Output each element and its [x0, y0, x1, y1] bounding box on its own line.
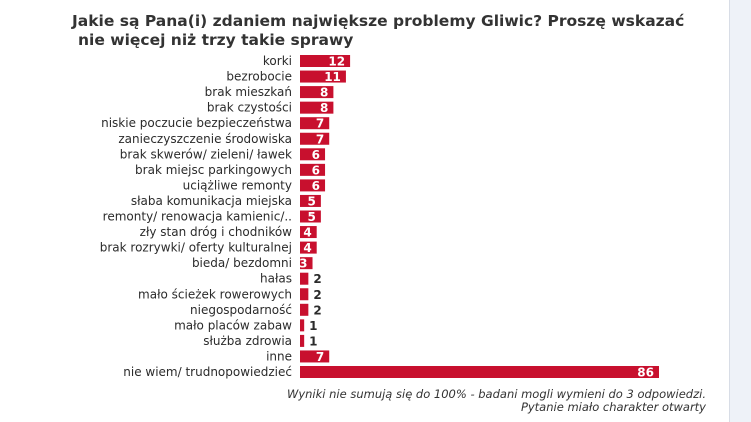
category-label: niskie poczucie bezpieczeństwa — [101, 116, 292, 130]
category-label: słaba komunikacja miejska — [131, 194, 292, 208]
bar — [300, 288, 309, 301]
bar-value-label: 4 — [303, 226, 311, 240]
category-label: brak miejsc parkingowych — [135, 163, 292, 177]
category-label: bieda/ bezdomni — [192, 256, 292, 270]
bar — [300, 257, 313, 270]
bar — [300, 334, 305, 347]
bar — [300, 194, 321, 207]
bar — [300, 132, 330, 145]
bar-value-label: 8 — [320, 101, 328, 115]
bar — [300, 366, 659, 378]
category-label: uciążliwe remonty — [183, 178, 292, 192]
bar-value-label: 4 — [303, 241, 311, 255]
bar-value-label: 86 — [637, 366, 654, 380]
category-label: brak mieszkań — [205, 85, 292, 99]
category-label: brak rozrywki/ oferty kulturalnej — [100, 241, 292, 255]
bar — [300, 163, 326, 176]
bar-value-label: 7 — [316, 350, 324, 364]
bar — [300, 179, 326, 192]
chart-title: Jakie są Pana(i) zdaniem największe prob… — [72, 12, 712, 50]
bar-value-label: 2 — [313, 288, 321, 302]
bar-value-label: 6 — [312, 179, 320, 193]
category-label: korki — [263, 54, 292, 68]
footnote-line-1: Wyniki nie sumują się do 100% - badani m… — [286, 387, 706, 401]
bar — [300, 350, 330, 363]
bar-value-label: 12 — [328, 55, 345, 69]
category-label: remonty/ renowacja kamienic/.. — [103, 210, 292, 224]
category-label: hałas — [260, 272, 292, 286]
bar-value-label: 2 — [313, 272, 321, 286]
category-label: mało placów zabaw — [174, 318, 292, 332]
bar — [300, 272, 309, 285]
bar — [300, 101, 334, 114]
bar — [300, 55, 351, 67]
bar — [300, 70, 346, 83]
footnote: Wyniki nie sumują się do 100% - badani m… — [226, 388, 706, 414]
chart-title-line-2: nie więcej niż trzy takie sprawy — [78, 31, 354, 49]
right-edge-strip — [729, 0, 751, 422]
category-label: niegospodarność — [190, 303, 292, 317]
category-label: brak skwerów/ zieleni/ ławek — [120, 147, 292, 161]
bar — [300, 241, 317, 254]
bar-value-label: 2 — [313, 303, 321, 317]
bar-value-label: 1 — [309, 334, 317, 348]
category-label: zły stan dróg i chodników — [140, 225, 293, 239]
category-label: inne — [266, 349, 292, 363]
bar — [300, 319, 305, 332]
category-label: służba zdrowia — [203, 334, 292, 348]
bar-value-label: 6 — [312, 163, 320, 177]
chart-title-line-1: Jakie są Pana(i) zdaniem największe prob… — [72, 12, 685, 30]
bar-value-label: 11 — [324, 70, 341, 84]
bar — [300, 86, 334, 99]
bar — [300, 117, 330, 130]
bar — [300, 226, 317, 239]
category-label: zanieczyszczenie środowiska — [118, 132, 292, 146]
bar — [300, 148, 326, 161]
bar-value-label: 6 — [312, 148, 320, 162]
bar-value-label: 7 — [316, 117, 324, 131]
bar — [300, 210, 321, 223]
bar-value-label: 5 — [308, 194, 316, 208]
category-label: brak czystości — [207, 101, 292, 115]
bar-value-label: 1 — [309, 319, 317, 333]
footnote-line-2: Pytanie miało charakter otwarty — [520, 400, 706, 414]
bar-value-label: 5 — [308, 210, 316, 224]
category-label: mało ścieżek rowerowych — [138, 287, 292, 301]
bar-value-label: 3 — [299, 257, 307, 271]
category-label: bezrobocie — [226, 70, 292, 84]
bar-value-label: 8 — [320, 86, 328, 100]
category-label: nie wiem/ trudnopowiedzieć — [123, 365, 292, 379]
bar-value-label: 7 — [316, 132, 324, 146]
bar — [300, 303, 309, 316]
